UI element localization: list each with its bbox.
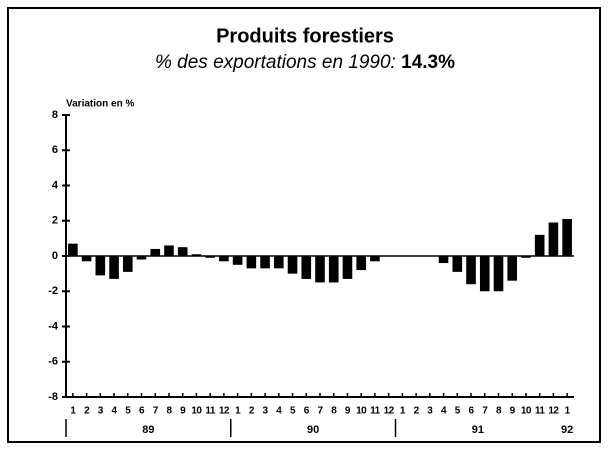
bar <box>342 256 353 279</box>
bar <box>122 256 133 272</box>
x-tick-label: 1 <box>235 406 241 417</box>
x-tick-label: 9 <box>180 406 186 417</box>
x-tick-label: 9 <box>510 406 516 417</box>
x-tick-label: 8 <box>166 406 172 417</box>
bar <box>562 218 572 256</box>
bar <box>521 256 531 258</box>
x-tick-label: 12 <box>219 406 230 417</box>
x-tick-label: 7 <box>317 406 323 417</box>
bar <box>246 256 257 269</box>
bar <box>260 256 270 269</box>
y-tick-label: -4 <box>48 320 59 332</box>
year-label: 89 <box>142 424 154 436</box>
chart-title: Produits forestiers <box>216 25 394 47</box>
bar <box>356 256 366 271</box>
bar <box>534 234 545 256</box>
x-tick-label: 2 <box>414 406 420 417</box>
x-tick-label: 10 <box>191 406 202 417</box>
bar <box>136 256 147 260</box>
x-tick-label: 2 <box>84 406 90 417</box>
x-tick-label: 8 <box>331 406 337 417</box>
bar <box>548 222 559 256</box>
x-tick-label: 4 <box>441 406 447 417</box>
bar <box>370 256 380 262</box>
x-tick-label: 4 <box>112 406 118 417</box>
bar <box>274 256 284 269</box>
x-tick-label: 6 <box>139 406 145 417</box>
y-tick-label: 4 <box>52 179 59 191</box>
subtitle-text: % des exportations en 1990: <box>155 52 396 73</box>
bar <box>301 256 312 279</box>
x-tick-label: 3 <box>98 406 104 417</box>
x-tick-label: 6 <box>468 406 474 417</box>
bar <box>493 256 504 292</box>
x-tick-label: 8 <box>496 406 502 417</box>
x-tick-label: 11 <box>205 406 216 417</box>
x-tick-label: 1 <box>400 406 406 417</box>
x-tick-label: 5 <box>290 406 296 417</box>
bar <box>191 254 202 256</box>
y-tick-label: -8 <box>48 391 58 403</box>
frame <box>7 7 601 443</box>
bar <box>150 248 161 256</box>
x-tick-label: 5 <box>455 406 461 417</box>
x-tick-label: 1 <box>70 406 76 417</box>
bar <box>219 256 229 262</box>
bar <box>315 256 325 283</box>
bar <box>438 256 449 264</box>
bar <box>466 256 476 285</box>
bar <box>232 256 243 265</box>
y-tick-label: 6 <box>52 144 58 156</box>
y-tick-label: 0 <box>52 250 58 262</box>
y-tick-label: -6 <box>48 356 58 368</box>
y-tick-label: 8 <box>52 109 58 121</box>
bar <box>68 243 78 256</box>
x-tick-label: 1 <box>565 406 571 417</box>
bar <box>205 256 215 258</box>
y-tick-label: -2 <box>48 285 58 297</box>
year-label: 92 <box>561 424 573 436</box>
x-tick-label: 11 <box>535 406 546 417</box>
bar <box>95 256 106 276</box>
bar <box>109 256 119 279</box>
bar <box>287 256 298 274</box>
bar <box>177 247 188 256</box>
y-tick-label: 2 <box>52 215 58 227</box>
bar <box>164 245 174 256</box>
x-tick-label: 12 <box>548 406 559 417</box>
year-label: 90 <box>307 424 319 436</box>
x-tick-label: 3 <box>427 406 433 417</box>
x-tick-label: 6 <box>304 406 310 417</box>
bar <box>507 256 518 281</box>
subtitle-value: 14.3% <box>401 52 455 73</box>
x-tick-label: 3 <box>263 406 269 417</box>
chart-subtitle: % des exportations en 1990: 14.3% <box>155 52 455 73</box>
bar <box>81 256 92 262</box>
x-tick-label: 7 <box>153 406 159 417</box>
bar <box>328 256 339 283</box>
x-tick-label: 10 <box>521 406 532 417</box>
year-label: 91 <box>472 424 484 436</box>
bar <box>479 256 490 292</box>
x-tick-label: 12 <box>384 406 395 417</box>
x-tick-label: 7 <box>482 406 488 417</box>
bar <box>452 256 463 272</box>
x-tick-label: 5 <box>125 406 131 417</box>
y-axis-label: Variation en % <box>66 99 134 110</box>
x-tick-label: 11 <box>370 406 381 417</box>
x-tick-label: 2 <box>249 406 255 417</box>
x-tick-label: 4 <box>276 406 282 417</box>
x-tick-label: 10 <box>356 406 367 417</box>
x-tick-label: 9 <box>345 406 351 417</box>
